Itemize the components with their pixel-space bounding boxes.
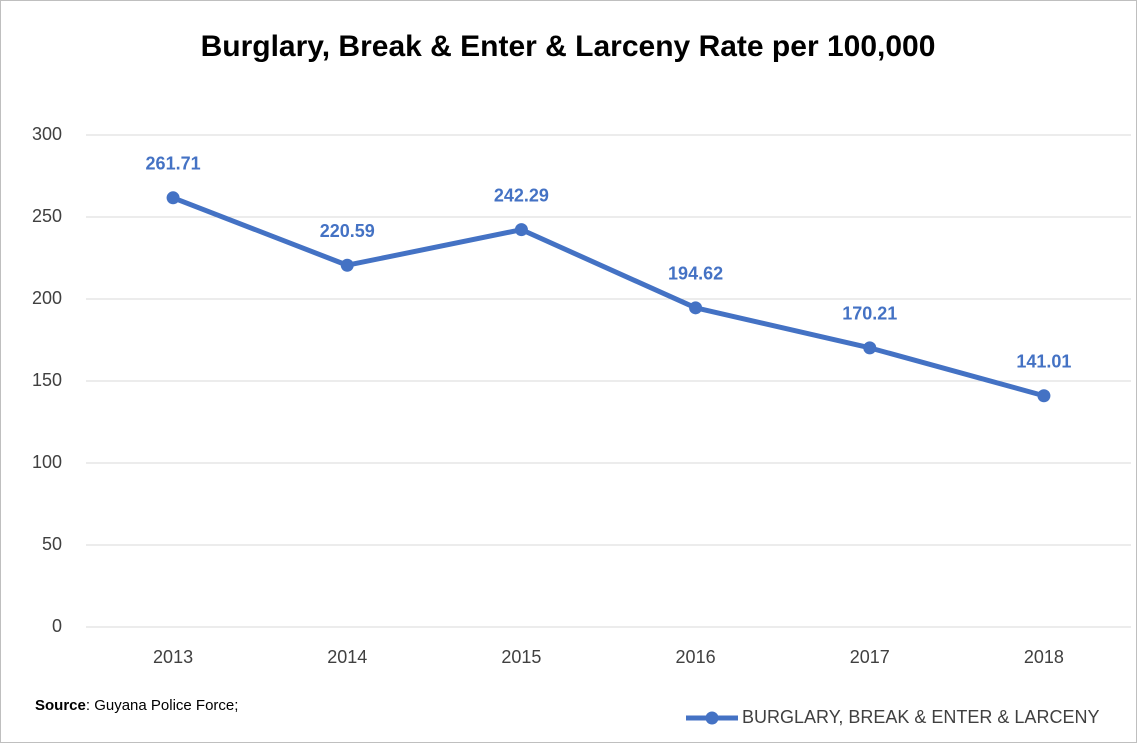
y-tick-label: 0 — [52, 616, 62, 636]
data-point — [689, 301, 703, 315]
source-text: : Guyana Police Force; — [86, 697, 239, 714]
data-point — [863, 341, 877, 355]
data-label: 261.71 — [146, 154, 201, 174]
data-label: 170.21 — [842, 304, 897, 324]
x-tick-label: 2014 — [327, 647, 367, 667]
data-point — [514, 223, 528, 237]
data-label: 194.62 — [668, 264, 723, 284]
source-label: Source — [35, 697, 86, 714]
x-tick-label: 2017 — [850, 647, 890, 667]
data-point — [166, 191, 180, 205]
chart-title: Burglary, Break & Enter & Larceny Rate p… — [201, 30, 936, 63]
x-tick-label: 2016 — [676, 647, 716, 667]
data-label: 141.01 — [1016, 351, 1071, 371]
y-tick-label: 300 — [32, 124, 62, 144]
data-point — [1037, 389, 1051, 403]
y-tick-label: 200 — [32, 288, 62, 308]
y-tick-label: 250 — [32, 206, 62, 226]
x-tick-label: 2018 — [1024, 647, 1064, 667]
data-label: 220.59 — [320, 221, 375, 241]
legend-marker — [705, 711, 719, 725]
y-tick-label: 100 — [32, 452, 62, 472]
series-line — [172, 195, 1045, 399]
x-tick-label: 2015 — [501, 647, 541, 667]
legend-label: BURGLARY, BREAK & ENTER & LARCENY — [742, 707, 1099, 727]
data-label: 242.29 — [494, 185, 549, 205]
x-tick-label: 2013 — [153, 647, 193, 667]
y-tick-label: 150 — [32, 370, 62, 390]
data-point — [340, 258, 354, 272]
source-note: Source: Guyana Police Force; — [35, 697, 238, 714]
y-tick-label: 50 — [42, 534, 62, 554]
